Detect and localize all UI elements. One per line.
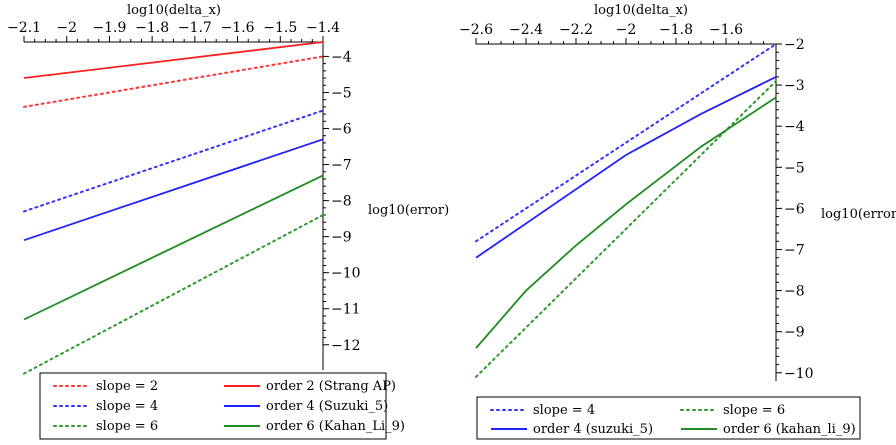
chart-left: log10(delta_x) log10(error) −2.1 −2 −1.9 −1… — [7, 3, 449, 440]
legend-label: order 2 (Strang AP) — [266, 379, 396, 394]
legend-left: slope = 2 order 2 (Strang AP) slope = 4 ord… — [39, 372, 405, 440]
x-tick-label: −2.2 — [559, 22, 593, 38]
legend-label: slope = 6 — [96, 419, 158, 434]
series-line-slope-6 — [23, 214, 324, 375]
series-line-order-6-kahan-li-9- — [475, 96, 777, 349]
x-axis-title-right: log10(delta_x) — [594, 3, 688, 18]
legend-box — [476, 396, 861, 440]
series-line-slope-4 — [23, 109, 324, 213]
legend-box — [39, 372, 387, 440]
legend-label: order 4 (suzuki_5) — [533, 422, 653, 437]
y-tick-label: −8 — [784, 284, 805, 300]
legend-label: order 6 (kahan_li_9) — [723, 422, 856, 437]
y-tick-label: −5 — [331, 85, 352, 101]
x-tick-label: −1.8 — [659, 22, 693, 38]
y-tick-label: −10 — [784, 366, 814, 382]
x-tick-label: −1.4 — [306, 20, 340, 36]
y-tick-label: −2 — [784, 37, 805, 53]
x-tick-label: −1.8 — [135, 20, 169, 36]
y-tick-label: −4 — [784, 119, 805, 135]
x-tick-label: −1.6 — [709, 22, 743, 38]
y-axis-title-left: log10(error) — [368, 203, 449, 218]
axes-right: −2.6 −2.4 −2.2 −2 −1.8 −1.6 −10 −9 −8 −7 −6 −5 −4 −3 −… — [459, 22, 814, 382]
y-tick-label: −10 — [331, 266, 361, 282]
y-tick-label: −6 — [331, 122, 352, 138]
y-tick-label: −3 — [784, 78, 805, 94]
x-tick-label: −2 — [616, 22, 637, 38]
x-axis-title-left: log10(delta_x) — [127, 3, 221, 18]
series-line-order-6-kahan-li-9- — [23, 174, 324, 321]
series-line-slope-4 — [475, 43, 777, 243]
legend-label: slope = 4 — [96, 399, 158, 414]
y-tick-label: −7 — [784, 242, 805, 258]
axes-left: −2.1 −2 −1.9 −1.8 −1.7 −1.6 −1.5 −1.4 −12 −11 −10 −… — [7, 20, 361, 370]
series-line-order-4-suzuki-5- — [23, 138, 324, 242]
series-layer-left — [23, 41, 324, 375]
legend-label: slope = 2 — [96, 379, 158, 394]
series-layer-right — [475, 43, 777, 378]
legend-label: order 4 (Suzuki_5) — [266, 399, 388, 414]
series-line-slope-2 — [23, 55, 324, 108]
y-tick-label: −4 — [331, 49, 352, 65]
y-tick-label: −6 — [784, 201, 805, 217]
y-tick-label: −8 — [331, 194, 352, 210]
y-tick-label: −9 — [784, 325, 805, 341]
legend-label: order 6 (Kahan_Li_9) — [266, 419, 405, 434]
legend-label: slope = 6 — [723, 403, 785, 418]
x-tick-label: −2 — [56, 20, 77, 36]
x-tick-label: −1.7 — [178, 20, 212, 36]
x-tick-label: −2.1 — [7, 20, 41, 36]
y-tick-label: −7 — [331, 158, 352, 174]
y-tick-label: −5 — [784, 160, 805, 176]
y-tick-label: −12 — [331, 338, 361, 354]
x-tick-label: −1.5 — [263, 20, 297, 36]
y-axis-title-right: log10(error) — [821, 207, 896, 222]
series-line-slope-6 — [475, 80, 777, 378]
x-tick-label: −2.6 — [459, 22, 493, 38]
y-tick-label: −9 — [331, 230, 352, 246]
series-line-order-2-strang-ap- — [23, 41, 324, 79]
x-tick-label: −1.6 — [221, 20, 255, 36]
chart-right: log10(delta_x) log10(error) −2.6 −2.4 −2.2… — [459, 3, 896, 440]
legend-right: slope = 4 slope = 6 order 4 (suzuki_5) orde… — [476, 396, 861, 440]
series-line-order-4-suzuki-5- — [475, 76, 777, 259]
y-tick-label: −11 — [331, 302, 361, 318]
x-tick-label: −1.9 — [92, 20, 126, 36]
legend-label: slope = 4 — [533, 403, 595, 418]
x-tick-label: −2.4 — [509, 22, 543, 38]
